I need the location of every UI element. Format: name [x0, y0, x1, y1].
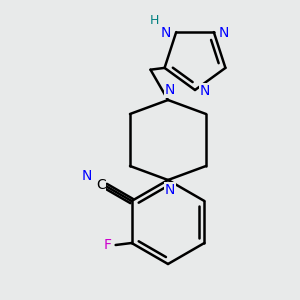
Text: N: N — [82, 169, 92, 183]
Text: N: N — [165, 83, 175, 97]
Text: N: N — [161, 26, 171, 40]
Text: C: C — [96, 178, 106, 192]
Text: H: H — [149, 14, 159, 27]
Text: N: N — [219, 26, 229, 40]
Text: N: N — [165, 183, 175, 197]
Text: F: F — [103, 238, 112, 252]
Text: N: N — [200, 84, 210, 98]
